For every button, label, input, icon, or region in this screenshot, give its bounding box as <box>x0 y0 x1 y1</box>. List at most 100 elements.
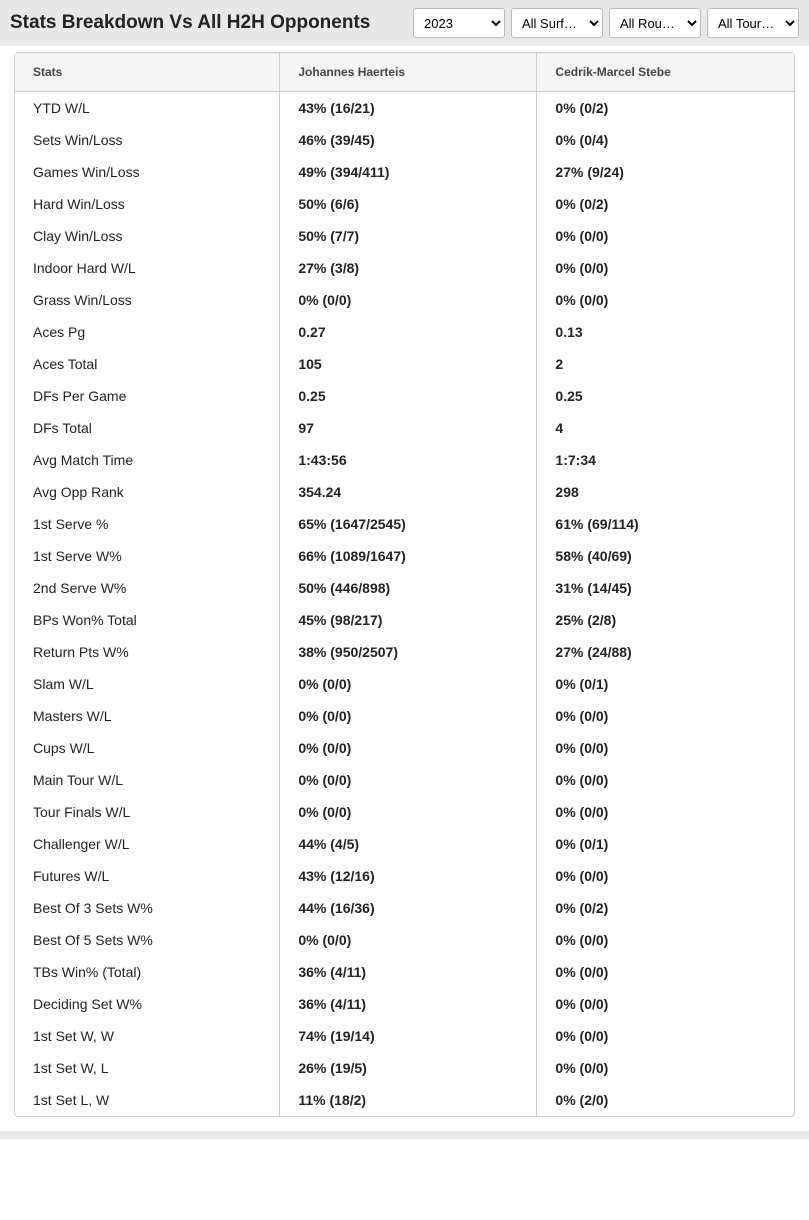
player2-value: 0% (0/0) <box>537 924 794 956</box>
stat-label: DFs Per Game <box>15 380 280 412</box>
stats-table: Stats Johannes Haerteis Cedrik-Marcel St… <box>15 53 794 1116</box>
player2-value: 27% (9/24) <box>537 156 794 188</box>
bottom-bar <box>0 1131 809 1139</box>
stat-label: Sets Win/Loss <box>15 124 280 156</box>
player2-value: 58% (40/69) <box>537 540 794 572</box>
player1-value: 74% (19/14) <box>280 1020 537 1052</box>
table-row: 1st Set W, W74% (19/14)0% (0/0) <box>15 1020 794 1052</box>
table-row: Return Pts W%38% (950/2507)27% (24/88) <box>15 636 794 668</box>
table-row: Aces Pg0.270.13 <box>15 316 794 348</box>
header-bar: Stats Breakdown Vs All H2H Opponents 202… <box>0 0 809 46</box>
player1-value: 0% (0/0) <box>280 700 537 732</box>
table-row: Hard Win/Loss50% (6/6)0% (0/2) <box>15 188 794 220</box>
table-row: Main Tour W/L0% (0/0)0% (0/0) <box>15 764 794 796</box>
player2-value: 0% (0/1) <box>537 828 794 860</box>
player1-value: 45% (98/217) <box>280 604 537 636</box>
player1-value: 0.25 <box>280 380 537 412</box>
player2-value: 0% (0/0) <box>537 284 794 316</box>
stat-label: 1st Set W, L <box>15 1052 280 1084</box>
player2-value: 0% (0/0) <box>537 764 794 796</box>
table-row: 1st Serve W%66% (1089/1647)58% (40/69) <box>15 540 794 572</box>
player2-value: 0% (0/0) <box>537 252 794 284</box>
table-row: Clay Win/Loss50% (7/7)0% (0/0) <box>15 220 794 252</box>
table-row: Best Of 3 Sets W%44% (16/36)0% (0/2) <box>15 892 794 924</box>
stat-label: Games Win/Loss <box>15 156 280 188</box>
player2-value: 298 <box>537 476 794 508</box>
stat-label: Main Tour W/L <box>15 764 280 796</box>
player1-value: 44% (16/36) <box>280 892 537 924</box>
player1-value: 50% (446/898) <box>280 572 537 604</box>
player2-value: 0% (2/0) <box>537 1084 794 1116</box>
player1-value: 50% (6/6) <box>280 188 537 220</box>
player1-value: 36% (4/11) <box>280 988 537 1020</box>
table-row: 1st Serve %65% (1647/2545)61% (69/114) <box>15 508 794 540</box>
stat-label: Avg Opp Rank <box>15 476 280 508</box>
table-row: BPs Won% Total45% (98/217)25% (2/8) <box>15 604 794 636</box>
stat-label: 2nd Serve W% <box>15 572 280 604</box>
stat-label: Avg Match Time <box>15 444 280 476</box>
player1-value: 354.24 <box>280 476 537 508</box>
player1-value: 1:43:56 <box>280 444 537 476</box>
table-row: Futures W/L43% (12/16)0% (0/0) <box>15 860 794 892</box>
table-row: DFs Per Game0.250.25 <box>15 380 794 412</box>
table-row: Avg Match Time1:43:561:7:34 <box>15 444 794 476</box>
table-row: Sets Win/Loss46% (39/45)0% (0/4) <box>15 124 794 156</box>
player2-value: 1:7:34 <box>537 444 794 476</box>
player2-value: 0% (0/0) <box>537 988 794 1020</box>
stat-label: 1st Serve % <box>15 508 280 540</box>
tour-select[interactable]: All Tour… <box>707 8 799 38</box>
player1-value: 0% (0/0) <box>280 924 537 956</box>
player1-value: 65% (1647/2545) <box>280 508 537 540</box>
player2-value: 0% (0/0) <box>537 796 794 828</box>
table-row: Avg Opp Rank354.24298 <box>15 476 794 508</box>
stat-label: TBs Win% (Total) <box>15 956 280 988</box>
table-row: TBs Win% (Total)36% (4/11)0% (0/0) <box>15 956 794 988</box>
player1-value: 105 <box>280 348 537 380</box>
player1-value: 66% (1089/1647) <box>280 540 537 572</box>
player1-value: 44% (4/5) <box>280 828 537 860</box>
stat-label: 1st Set L, W <box>15 1084 280 1116</box>
player1-value: 0% (0/0) <box>280 796 537 828</box>
player2-value: 0% (0/0) <box>537 700 794 732</box>
table-row: Best Of 5 Sets W%0% (0/0)0% (0/0) <box>15 924 794 956</box>
col-header-player1: Johannes Haerteis <box>280 53 537 92</box>
stat-label: Masters W/L <box>15 700 280 732</box>
player1-value: 0% (0/0) <box>280 732 537 764</box>
round-select[interactable]: All Rou… <box>609 8 701 38</box>
player1-value: 50% (7/7) <box>280 220 537 252</box>
player2-value: 25% (2/8) <box>537 604 794 636</box>
table-row: Slam W/L0% (0/0)0% (0/1) <box>15 668 794 700</box>
stat-label: Tour Finals W/L <box>15 796 280 828</box>
surface-select[interactable]: All Surf… <box>511 8 603 38</box>
page-title: Stats Breakdown Vs All H2H Opponents <box>10 12 405 34</box>
stat-label: Challenger W/L <box>15 828 280 860</box>
stat-label: Clay Win/Loss <box>15 220 280 252</box>
player2-value: 0% (0/0) <box>537 860 794 892</box>
player1-value: 0% (0/0) <box>280 764 537 796</box>
table-row: Challenger W/L44% (4/5)0% (0/1) <box>15 828 794 860</box>
stat-label: Indoor Hard W/L <box>15 252 280 284</box>
player2-value: 0% (0/0) <box>537 1020 794 1052</box>
table-row: 2nd Serve W%50% (446/898)31% (14/45) <box>15 572 794 604</box>
player2-value: 0% (0/0) <box>537 956 794 988</box>
player1-value: 0.27 <box>280 316 537 348</box>
player2-value: 61% (69/114) <box>537 508 794 540</box>
stat-label: Slam W/L <box>15 668 280 700</box>
player1-value: 38% (950/2507) <box>280 636 537 668</box>
player1-value: 26% (19/5) <box>280 1052 537 1084</box>
table-row: Masters W/L0% (0/0)0% (0/0) <box>15 700 794 732</box>
table-row: Aces Total1052 <box>15 348 794 380</box>
player2-value: 0% (0/4) <box>537 124 794 156</box>
player2-value: 0% (0/2) <box>537 188 794 220</box>
stat-label: 1st Serve W% <box>15 540 280 572</box>
player1-value: 36% (4/11) <box>280 956 537 988</box>
table-row: DFs Total974 <box>15 412 794 444</box>
player2-value: 27% (24/88) <box>537 636 794 668</box>
player1-value: 0% (0/0) <box>280 284 537 316</box>
stat-label: YTD W/L <box>15 92 280 125</box>
player2-value: 0% (0/1) <box>537 668 794 700</box>
table-row: Grass Win/Loss0% (0/0)0% (0/0) <box>15 284 794 316</box>
player2-value: 4 <box>537 412 794 444</box>
year-select[interactable]: 2023 <box>413 8 505 38</box>
player2-value: 0% (0/2) <box>537 92 794 125</box>
